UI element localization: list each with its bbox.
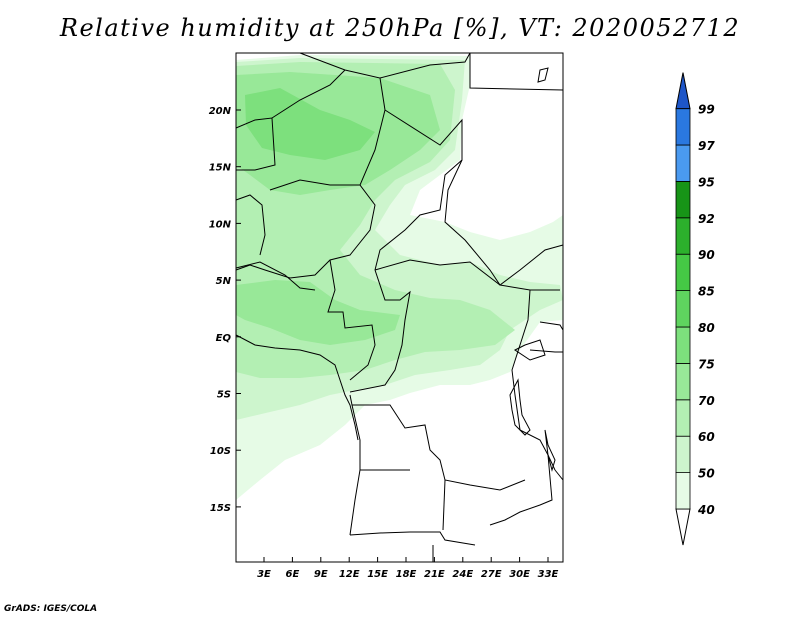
lon-tick-label: 24E: [452, 569, 473, 580]
colorbar-label: 99: [698, 103, 715, 117]
colorbar-box: [675, 253, 691, 291]
colorbar-box: [675, 217, 691, 255]
coastline: [235, 261, 316, 291]
humidity-contour-75: [245, 88, 375, 160]
lake-outline: [544, 429, 556, 472]
lat-tick-label: 10S: [210, 446, 231, 457]
colorbar-label: 85: [698, 285, 715, 299]
boundary-line: [349, 531, 476, 546]
boundary-line: [271, 69, 346, 119]
map-title: Relative humidity at 250hPa [%], VT: 202…: [59, 14, 741, 42]
colorbar-box: [675, 144, 691, 182]
boundary-line: [235, 194, 266, 256]
boundary-line: [327, 259, 376, 381]
boundary-line: [489, 454, 553, 526]
lake-outline: [509, 378, 531, 436]
lon-tick-label: 30E: [509, 569, 530, 580]
lon-tick-label: 6E: [286, 569, 300, 580]
colorbar-label: 80: [698, 321, 715, 335]
coastline: [235, 334, 359, 441]
colorbar-box: [675, 290, 691, 328]
colorbar: 40 50 60 70 75 80 85 90 92 95 97 99: [675, 72, 715, 546]
humidity-shading: [236, 55, 563, 500]
colorbar-label: 92: [698, 212, 715, 226]
lon-tick-label: 27E: [481, 569, 502, 580]
boundary-line: [554, 469, 564, 481]
colorbar-label: 60: [698, 430, 715, 444]
boundary-line: [235, 117, 276, 171]
colorbar-box: [675, 435, 691, 474]
colorbar-label: 50: [698, 467, 715, 481]
boundary-line: [379, 52, 471, 79]
latitude-axis: 20N 15N 10N 5N EQ 5S 10S 15S: [209, 106, 241, 514]
lon-tick-label: 21E: [424, 569, 445, 580]
colorbar-high-arrow: [675, 72, 691, 110]
lon-tick-label: 15E: [367, 569, 388, 580]
colorbar-label: 40: [697, 503, 715, 517]
lake-outline: [514, 339, 546, 361]
lon-tick-label: 9E: [314, 569, 328, 580]
colorbar-low-arrow: [675, 508, 691, 546]
colorbar-box: [675, 399, 691, 437]
longitude-axis: 3E 6E 9E 12E 15E 18E 21E 24E 27E 30E 33E: [257, 557, 559, 580]
lat-tick-label: 5N: [216, 276, 232, 287]
boundary-line: [444, 159, 564, 286]
boundary-line: [511, 289, 556, 471]
boundary-line: [235, 52, 386, 279]
colorbar-box: [675, 326, 691, 364]
lat-tick-label: 15N: [209, 163, 232, 174]
lat-tick-label: 15S: [210, 503, 231, 514]
lake-outline: [537, 67, 549, 83]
colorbar-label: 90: [698, 248, 715, 262]
colorbar-box: [675, 472, 691, 510]
lat-tick-label: 10N: [209, 219, 232, 230]
boundary-line: [529, 349, 563, 353]
boundary-line: [374, 109, 463, 271]
lat-tick-label: 5S: [217, 390, 231, 401]
boundary-line: [539, 321, 564, 331]
boundary-line: [269, 179, 360, 191]
boundary-line: [442, 479, 446, 531]
humidity-contour-70b: [236, 280, 400, 345]
colorbar-box: [675, 362, 691, 401]
colorbar-box: [675, 180, 691, 219]
colorbar-label: 95: [698, 175, 715, 189]
lon-tick-label: 3E: [257, 569, 271, 580]
lon-tick-label: 18E: [396, 569, 417, 580]
lat-tick-label: EQ: [216, 333, 232, 344]
lon-tick-label: 12E: [339, 569, 360, 580]
colorbar-box: [675, 108, 691, 146]
country-boundaries: [235, 52, 564, 562]
plot-frame: [235, 52, 564, 563]
boundary-line: [349, 269, 411, 393]
lat-tick-label: 20N: [209, 106, 232, 117]
colorbar-label: 70: [698, 394, 715, 408]
lon-tick-label: 33E: [538, 569, 559, 580]
boundary-line: [469, 53, 564, 91]
boundary-line: [349, 394, 526, 491]
colorbar-label: 75: [698, 357, 715, 371]
credit-label: GrADS: IGES/COLA: [4, 604, 98, 614]
colorbar-label: 97: [698, 139, 715, 153]
